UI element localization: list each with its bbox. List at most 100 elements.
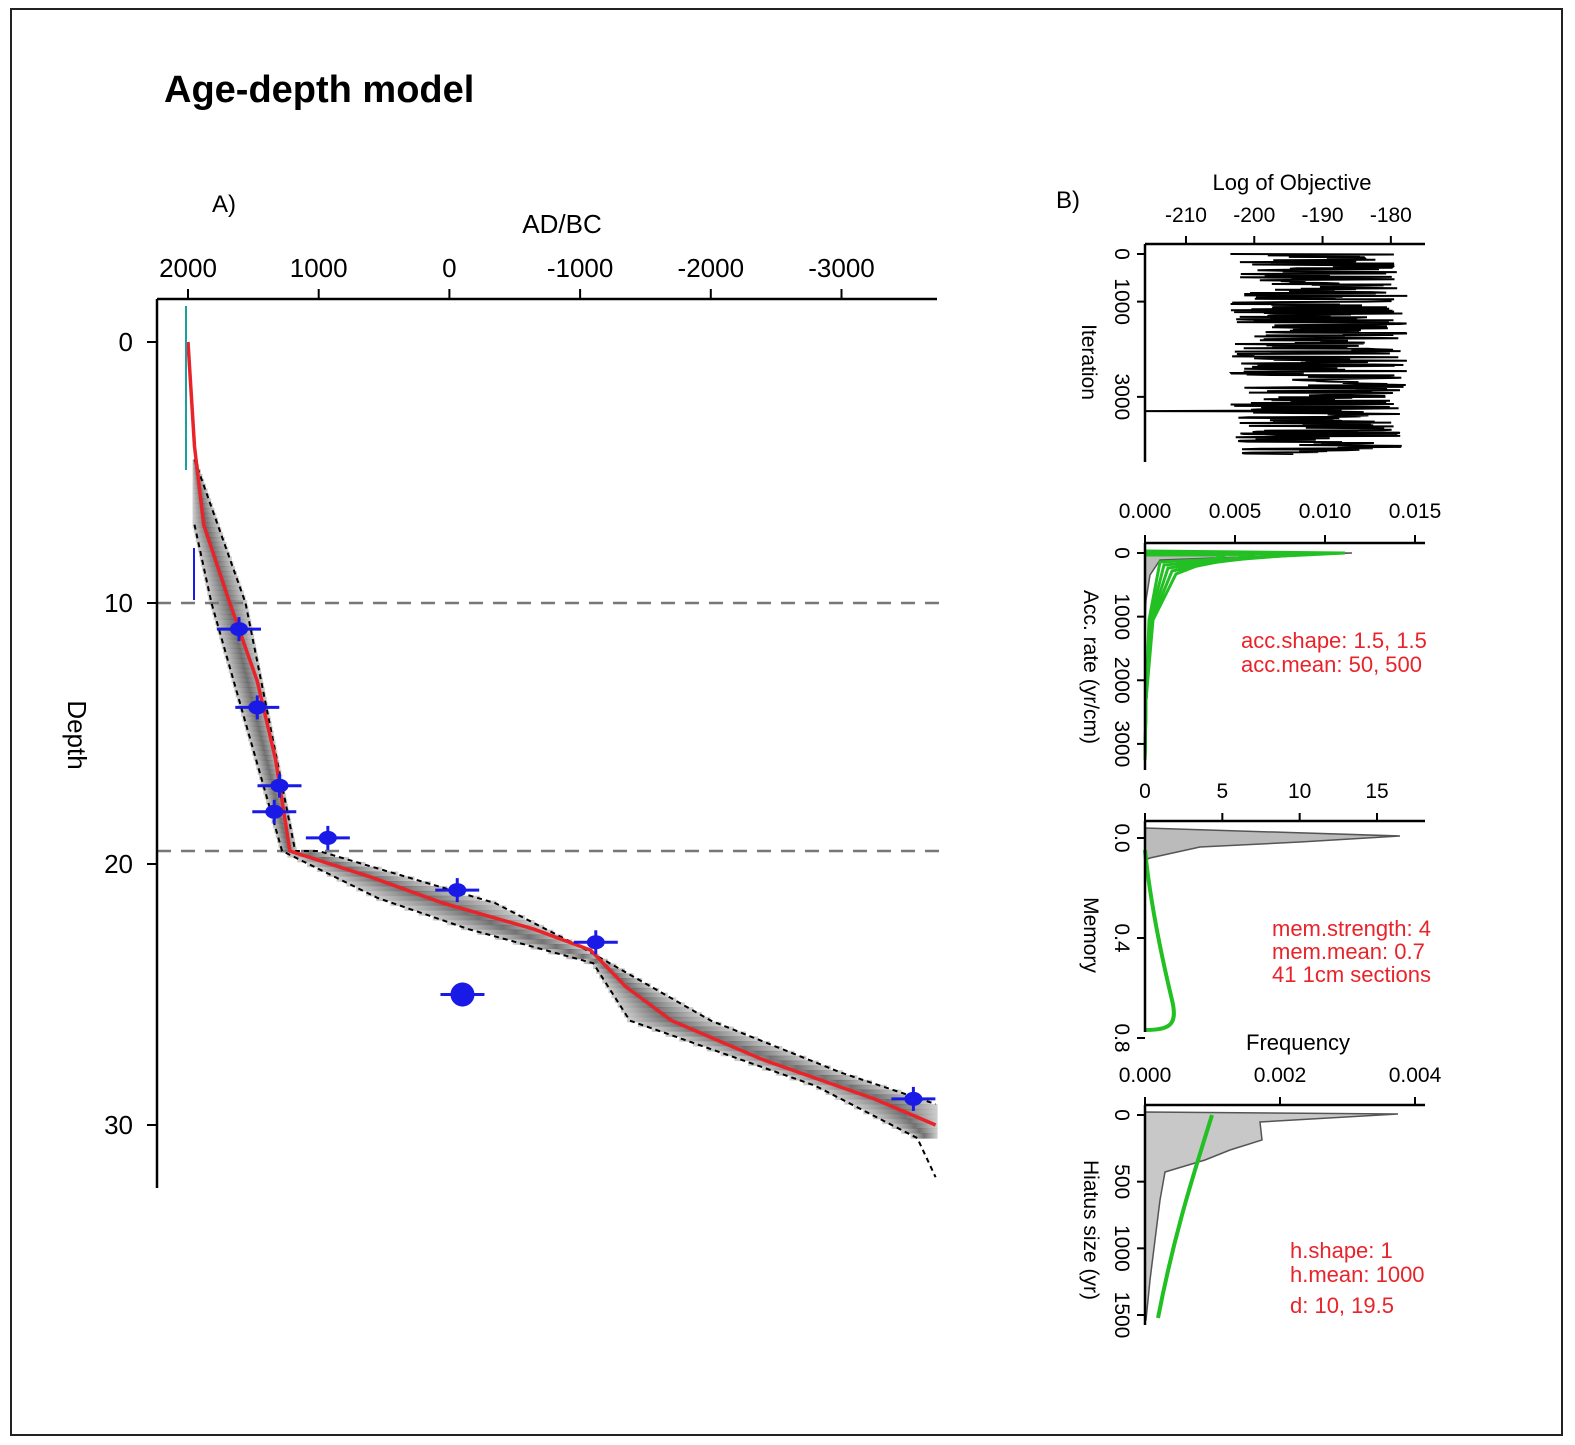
- shade-strip: [265, 798, 288, 805]
- shade-strip: [213, 614, 251, 621]
- hiatus-distributions: [1144, 1111, 1399, 1321]
- shade-strip: [232, 682, 264, 688]
- shade-strip: [231, 677, 263, 684]
- shade-strip: [276, 837, 295, 843]
- depth-tick-label: 20: [104, 849, 133, 879]
- acc-rate-density-tick-label: 0.005: [1209, 500, 1262, 523]
- age-depth-panel: A) AD/BC Depth 2000 1000 0 -1000 -2000 -3000 0…: [62, 191, 945, 1188]
- shade-strip: [803, 1079, 873, 1086]
- shade-strip: [236, 696, 267, 703]
- shade-strip: [461, 924, 544, 931]
- panel-b-label: B): [1056, 187, 1080, 214]
- date-marker: [448, 883, 467, 898]
- shade-strip: [274, 827, 294, 834]
- shade-strip: [193, 527, 222, 533]
- iteration-tick-label: 1000: [1110, 278, 1133, 325]
- shade-strip: [227, 663, 261, 669]
- depth-tick-label: 10: [104, 588, 133, 618]
- shade-strip: [512, 939, 573, 945]
- h-shape-annotation: h.shape: 1: [1290, 1238, 1393, 1263]
- shade-strip: [234, 687, 265, 693]
- shade-strip: [219, 633, 255, 640]
- age-tick-label: 0: [442, 253, 456, 283]
- shade-strip: [825, 1089, 902, 1096]
- shade-strip: [872, 1113, 938, 1120]
- shade-strip: [901, 1128, 938, 1134]
- depth-axis-label: Depth: [62, 700, 92, 769]
- date-marker: [450, 982, 475, 1007]
- shade-strip: [706, 1045, 783, 1052]
- frequency-tick-label: 0.004: [1389, 1064, 1442, 1087]
- shade-strip: [230, 672, 262, 679]
- shade-strip: [789, 1075, 858, 1081]
- envelope-old-line: [193, 524, 937, 1178]
- iteration-tick-label: 3000: [1110, 373, 1133, 420]
- hiatus-size-tick-label: 1500: [1110, 1292, 1133, 1339]
- memory-density-tick-label: 10: [1288, 780, 1311, 803]
- acc-rate-density-tick-label: 0.000: [1119, 500, 1172, 523]
- figure-frame: [10, 8, 1563, 1436]
- dated-samples: [185, 306, 936, 1111]
- shade-strip: [275, 832, 294, 839]
- shade-strip: [477, 929, 554, 936]
- shade-strip: [192, 522, 220, 528]
- shade-strip: [418, 910, 516, 916]
- shade-strip: [834, 1094, 916, 1100]
- mem-mean-annotation: mem.mean: 0.7: [1272, 939, 1425, 964]
- memory-tick-label: 0.4: [1110, 923, 1133, 953]
- shade-strip: [287, 852, 333, 858]
- shade-strip: [692, 1041, 771, 1047]
- shade-strip: [734, 1055, 807, 1062]
- shade-strip: [271, 818, 292, 824]
- mem-strength-annotation: mem.strength: 4: [1272, 916, 1431, 941]
- memory-panel: Memory 0 5 10 15 0.0 0.4 0.8 mem.strength: 4 m…: [1079, 780, 1431, 1053]
- shade-strip: [882, 1118, 938, 1125]
- objective-trace: [1144, 253, 1408, 455]
- age-tick-label: 1000: [290, 253, 348, 283]
- date-marker: [270, 778, 289, 793]
- shade-strip: [249, 740, 276, 747]
- shade-strip: [264, 793, 287, 800]
- date-marker: [248, 700, 267, 715]
- age-tick-label: 2000: [159, 253, 217, 283]
- memory-axis-label: Memory: [1079, 897, 1102, 973]
- depth-tick-label: 30: [104, 1110, 133, 1140]
- figure-title: Age-depth model: [164, 69, 474, 111]
- shade-strip: [256, 764, 281, 771]
- shade-strip: [223, 648, 258, 654]
- shade-strip: [891, 1123, 938, 1129]
- age-tick-label: -1000: [547, 253, 614, 283]
- acc-shape-annotation: acc.shape: 1.5, 1.5: [1241, 628, 1427, 653]
- shade-strip: [210, 604, 249, 611]
- shade-strip: [257, 769, 282, 776]
- hiatus-depths-annotation: d: 10, 19.5: [1290, 1293, 1394, 1318]
- iteration-panel: B) Log of Objective Iteration -210 -200 -1…: [1056, 170, 1425, 462]
- memory-density-tick-label: 15: [1365, 780, 1388, 803]
- shade-strip: [297, 856, 350, 863]
- memory-density-tick-label: 5: [1216, 780, 1228, 803]
- shade-strip: [272, 822, 293, 829]
- memory-prior-curve: [1143, 849, 1176, 1032]
- age-probability-shading: [192, 459, 938, 1139]
- log-objective-tick-label: -210: [1165, 204, 1207, 227]
- shade-strip: [748, 1060, 819, 1066]
- age-axis-label: AD/BC: [522, 209, 601, 239]
- shade-strip: [212, 609, 250, 616]
- shade-strip: [214, 619, 252, 625]
- sections-annotation: 41 1cm sections: [1272, 962, 1431, 987]
- acc-rate-axes: 0.000 0.005 0.010 0.015 0 1000 2000 3000: [1110, 500, 1441, 770]
- shade-strip: [245, 726, 273, 732]
- shade-strip: [192, 517, 219, 524]
- h-mean-annotation: h.mean: 1000: [1290, 1262, 1425, 1287]
- confidence-envelope: [193, 459, 937, 1178]
- memory-density-tick-label: 0: [1139, 780, 1151, 803]
- date-marker: [265, 804, 284, 819]
- shade-strip: [253, 755, 279, 761]
- age-tick-label: -2000: [678, 253, 745, 283]
- log-objective-tick-label: -180: [1370, 204, 1412, 227]
- hiatus-size-axis-label: Hiatus size (yr): [1079, 1160, 1102, 1300]
- log-objective-tick-label: -200: [1233, 204, 1275, 227]
- hiatus-panel: Frequency Hiatus size (yr) 0.000 0.002 0.0…: [1079, 1030, 1442, 1338]
- shade-strip: [910, 1133, 938, 1139]
- shade-strip: [720, 1050, 795, 1057]
